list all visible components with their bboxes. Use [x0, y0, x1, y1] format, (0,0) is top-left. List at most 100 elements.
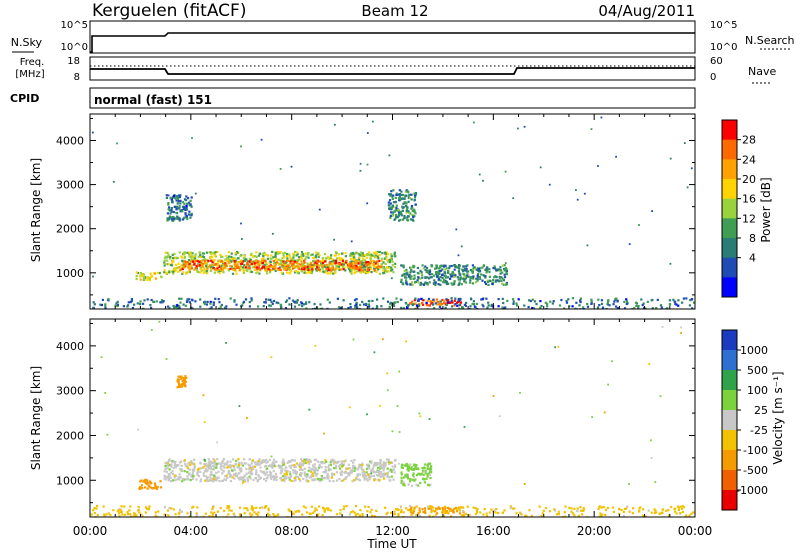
power-cell [436, 300, 439, 304]
power-cell [334, 254, 338, 257]
velocity-cell [305, 476, 308, 479]
velocity-cell [290, 475, 293, 478]
power-cell [178, 304, 181, 307]
velocity-cell [233, 468, 236, 472]
velocity-cell [626, 505, 629, 508]
beam-title: Beam 12 [361, 2, 428, 20]
nave-label: Nave [748, 65, 776, 78]
velocity-cell [320, 475, 323, 478]
power-cell [457, 299, 461, 302]
power-cell [445, 301, 448, 304]
power-cell [233, 265, 236, 268]
power-cell [289, 255, 292, 258]
velocity-cell [644, 515, 647, 517]
power-cell [186, 197, 190, 200]
power-cell [366, 163, 369, 166]
velocity-cell [225, 474, 228, 477]
velocity-cell [183, 459, 186, 462]
power-cell [576, 198, 579, 201]
velocity-cell [333, 473, 336, 476]
power-cell [406, 206, 409, 209]
count-tick-bottom-right: 10^0 [710, 42, 737, 53]
power-cell [471, 302, 474, 305]
power-cell [388, 306, 391, 309]
velocity-cell [412, 467, 415, 470]
power-cell [642, 307, 646, 309]
power-cell [623, 307, 627, 309]
power-cell [233, 263, 236, 267]
power-cell [168, 216, 171, 219]
velocity-cell [386, 458, 389, 461]
power-cell [655, 307, 658, 309]
velocity-cell [628, 510, 631, 513]
velocity-cell [290, 510, 293, 513]
velocity-cell [150, 329, 153, 331]
velocity-cell [165, 358, 168, 360]
power-cell [264, 301, 267, 304]
power-cell [278, 266, 282, 269]
power-cell [259, 268, 262, 271]
velocity-cell [383, 474, 386, 477]
velocity-cell [340, 479, 343, 482]
velocity-cell [408, 508, 412, 511]
power-cell [500, 279, 503, 282]
power-cell [307, 268, 310, 272]
power-cell [299, 263, 302, 266]
power-cell [232, 268, 235, 272]
power-cell [317, 252, 320, 255]
velocity-cell [272, 470, 275, 473]
power-cell [462, 265, 465, 268]
velocity-cell [269, 476, 272, 479]
velocity-cell [375, 473, 379, 477]
power-cell [397, 214, 400, 217]
velocity-cell [350, 459, 353, 462]
power-cell [149, 304, 152, 307]
power-cell [183, 255, 186, 258]
velocity-cell [144, 480, 147, 484]
velocity-cell [213, 459, 216, 462]
power-cell [391, 263, 394, 267]
velocity-cell [237, 472, 240, 475]
velocity-cell [180, 510, 183, 513]
power-cell [269, 304, 273, 307]
velocity-cell [228, 475, 232, 478]
power-cell [289, 257, 292, 260]
velocity-cell [641, 514, 645, 517]
power-cell [275, 301, 278, 304]
power-cell [545, 307, 548, 309]
power-cell [218, 268, 222, 271]
velocity-cell [180, 464, 183, 467]
power-cell [279, 251, 282, 254]
power-cell [458, 283, 461, 286]
power-cell [171, 201, 174, 204]
power-cell [202, 271, 205, 274]
velocity-cell [176, 464, 179, 467]
power-cell [234, 253, 237, 256]
power-cell [306, 267, 309, 270]
power-cell [240, 261, 243, 264]
power-cell [241, 262, 244, 265]
velocity-cell [270, 464, 273, 467]
ytick-label: 3000 [56, 385, 84, 398]
power-cell [195, 265, 198, 268]
velocity-cell [250, 466, 252, 469]
velocity-cell [509, 506, 512, 509]
velocity-cell [603, 411, 606, 414]
power-cell [395, 193, 398, 197]
velocity-cell [258, 506, 262, 510]
power-cell [345, 261, 348, 264]
velocity-cell [163, 470, 166, 473]
power-cell [201, 255, 204, 258]
power-cell [274, 262, 277, 265]
velocity-cell [168, 463, 171, 467]
power-cell [364, 265, 367, 269]
power-cell [565, 300, 568, 303]
power-cell [265, 263, 268, 266]
velocity-cell [197, 475, 201, 478]
velocity-cell [265, 479, 268, 482]
power-cell [388, 267, 391, 270]
power-cell [181, 267, 184, 271]
power-cell [447, 270, 450, 273]
power-cell [100, 303, 103, 307]
power-cell [381, 252, 384, 255]
